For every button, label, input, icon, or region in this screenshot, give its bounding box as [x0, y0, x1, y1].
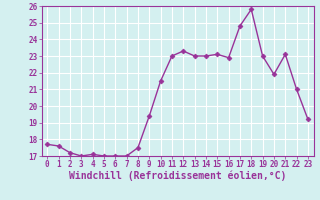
- X-axis label: Windchill (Refroidissement éolien,°C): Windchill (Refroidissement éolien,°C): [69, 171, 286, 181]
